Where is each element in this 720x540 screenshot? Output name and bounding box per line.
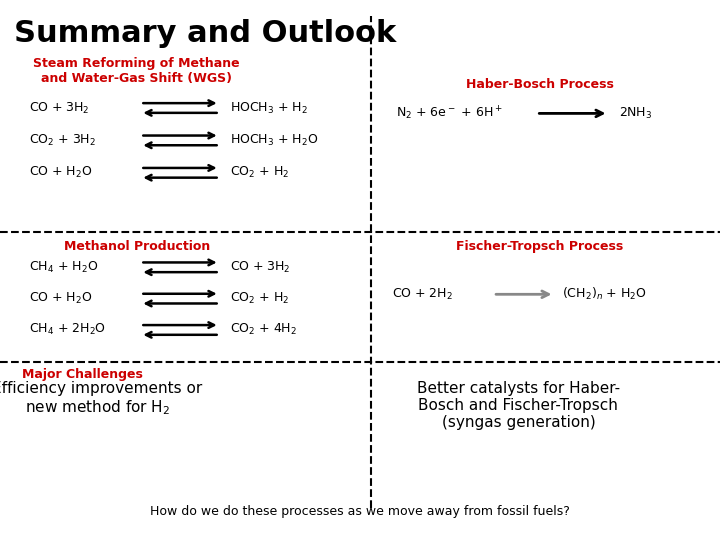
- Text: N$_2$ + 6e$^-$ + 6H$^+$: N$_2$ + 6e$^-$ + 6H$^+$: [396, 105, 503, 122]
- Text: Major Challenges: Major Challenges: [22, 368, 143, 381]
- Text: Fischer-Tropsch Process: Fischer-Tropsch Process: [456, 240, 624, 253]
- Text: Methanol Production: Methanol Production: [63, 240, 210, 253]
- Text: CO + H$_2$O: CO + H$_2$O: [29, 165, 92, 180]
- Text: Efficiency improvements or
new method for H$_2$: Efficiency improvements or new method fo…: [0, 381, 202, 417]
- Text: CO$_2$ + 4H$_2$: CO$_2$ + 4H$_2$: [230, 322, 297, 338]
- Text: CH$_4$ + 2H$_2$O: CH$_4$ + 2H$_2$O: [29, 322, 106, 338]
- Text: (CH$_2$)$_n$ + H$_2$O: (CH$_2$)$_n$ + H$_2$O: [562, 286, 647, 302]
- Text: CO + 3H$_2$: CO + 3H$_2$: [230, 260, 291, 275]
- Text: CO + 2H$_2$: CO + 2H$_2$: [392, 287, 454, 302]
- Text: CO$_2$ + H$_2$: CO$_2$ + H$_2$: [230, 165, 289, 180]
- Text: Summary and Outlook: Summary and Outlook: [14, 19, 397, 48]
- Text: CO$_2$ + H$_2$: CO$_2$ + H$_2$: [230, 291, 289, 306]
- Text: Steam Reforming of Methane
and Water-Gas Shift (WGS): Steam Reforming of Methane and Water-Gas…: [34, 57, 240, 85]
- Text: CH$_4$ + H$_2$O: CH$_4$ + H$_2$O: [29, 260, 98, 275]
- Text: CO$_2$ + 3H$_2$: CO$_2$ + 3H$_2$: [29, 133, 96, 148]
- Text: Haber-Bosch Process: Haber-Bosch Process: [466, 78, 614, 91]
- Text: Better catalysts for Haber-
Bosch and Fischer-Tropsch
(syngas generation): Better catalysts for Haber- Bosch and Fi…: [417, 381, 620, 430]
- Text: CO + 3H$_2$: CO + 3H$_2$: [29, 100, 89, 116]
- Text: How do we do these processes as we move away from fossil fuels?: How do we do these processes as we move …: [150, 505, 570, 518]
- Text: CO + H$_2$O: CO + H$_2$O: [29, 291, 92, 306]
- Text: 2NH$_3$: 2NH$_3$: [619, 106, 652, 121]
- Text: HOCH$_3$ + H$_2$O: HOCH$_3$ + H$_2$O: [230, 133, 319, 148]
- Text: HOCH$_3$ + H$_2$: HOCH$_3$ + H$_2$: [230, 100, 308, 116]
